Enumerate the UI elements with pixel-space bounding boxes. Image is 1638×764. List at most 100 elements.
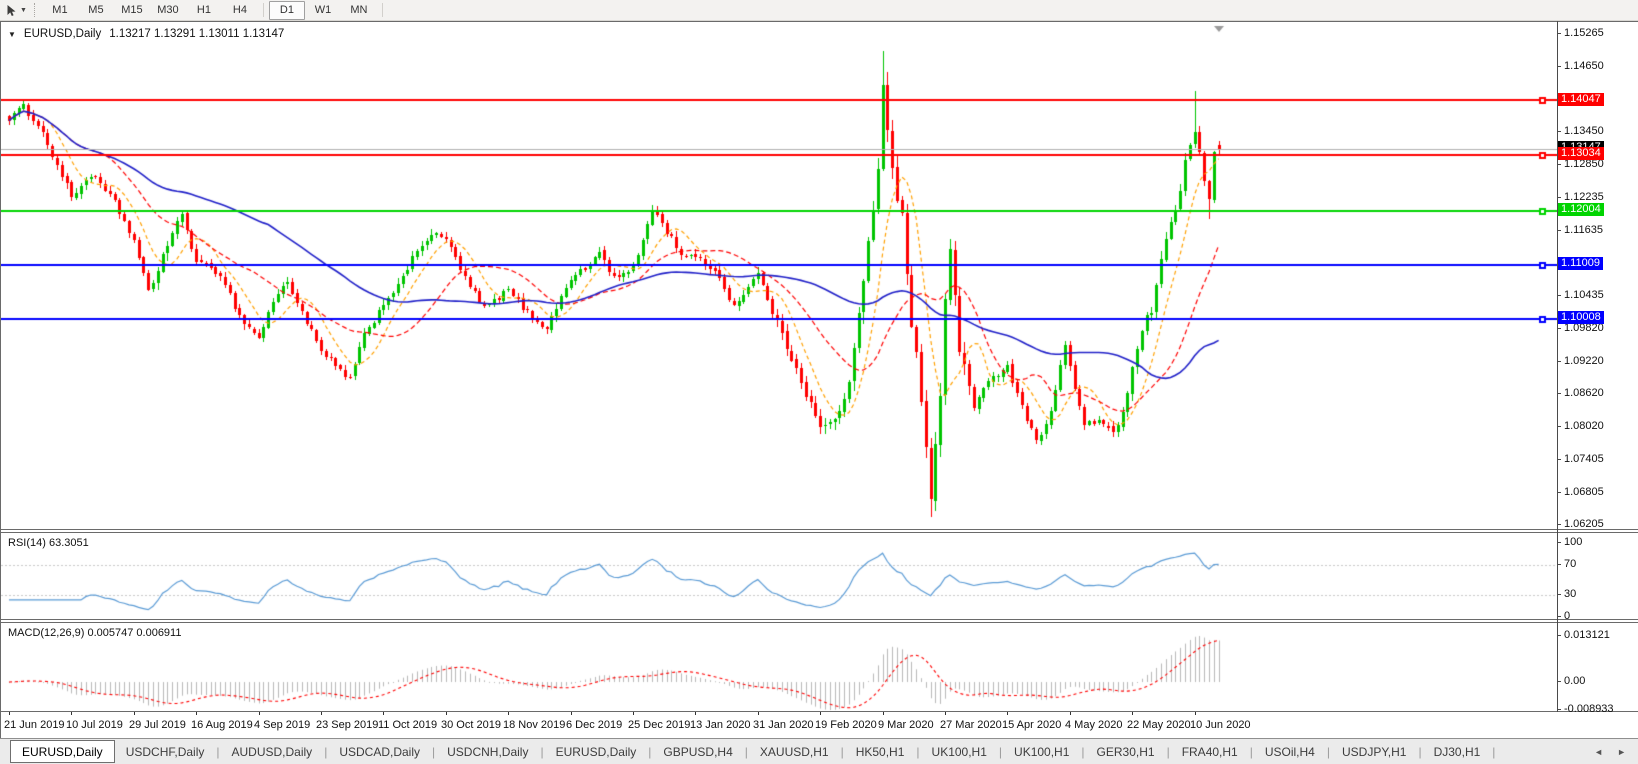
timeframe-button-m30[interactable]: M30 [157,4,179,16]
timeframe-button-m1[interactable]: M1 [52,4,68,16]
tab-separator: | [916,744,920,759]
date-axis-tick [508,712,509,715]
chart-tabs: EURUSD,Daily USDCHF,Daily | AUDUSD,Daily | US… [10,740,1496,763]
date-axis-tick [134,712,135,715]
macd-label: MACD(12,26,9) 0.005747 0.006911 [8,627,182,639]
date-axis-tick [695,712,696,715]
date-axis-tick [321,712,322,715]
rsi-label: RSI(14) 63.3051 [8,537,89,549]
date-axis-tick [196,712,197,715]
timeframe-button-d1[interactable]: D1 [268,0,305,20]
toolbar-separator [262,3,264,17]
date-axis-tick [446,712,447,715]
chart-tab[interactable]: USDCHF,Daily [125,744,205,759]
chart-tab[interactable]: XAUUSD,H1 [759,744,829,759]
chart-tab[interactable]: USOil,H4 [1264,744,1315,759]
timeframe-button-h1[interactable]: H1 [196,4,211,16]
price-chart-canvas[interactable] [1,23,1557,529]
chart-tab[interactable]: USDJPY,H1 [1341,744,1407,759]
tab-separator: | [1166,744,1170,759]
chart-tab[interactable]: UK100,H1 [931,744,987,759]
tab-separator: | [1326,744,1330,759]
date-axis-tick [1195,712,1196,715]
tab-separator: | [998,744,1003,759]
tab-separator: | [216,744,220,759]
chart-tab[interactable]: GBPUSD,H4 [663,744,733,759]
date-axis-tick [571,712,572,715]
date-axis-label: 21 Jun 2019 [4,719,65,731]
chart-tab[interactable]: EURUSD,Daily [10,740,115,763]
timeframe-buttons: M1 M5 M15 M30 H1 H4 D1 W1 MN [42,0,388,20]
toolbar-separator [381,3,383,17]
tab-separator: | [648,744,652,759]
tab-separator: | [840,744,844,759]
date-axis-label: 10 Jul 2019 [66,719,123,731]
tab-scroll-controls: ◄ ► [1594,747,1638,757]
timeframe-button-m15[interactable]: M15 [121,4,143,16]
chart-tab[interactable]: GER30,H1 [1096,744,1155,759]
timeframe-button-m5[interactable]: M5 [88,4,104,16]
date-axis-label: 29 Jul 2019 [129,719,186,731]
date-axis-tick [820,712,821,715]
date-axis-tick [9,712,10,715]
date-axis: 21 Jun 2019 10 Jul 2019 29 Jul 2019 16 Aug … [1,712,1638,738]
tab-separator: | [744,744,748,759]
chart-ohlc-values: 1.13217 1.13291 1.13011 1.13147 [109,28,285,40]
date-axis-label: 9 Mar 2020 [878,719,934,731]
tab-separator: | [1081,744,1085,759]
scroll-right-icon[interactable]: ► [1617,746,1626,757]
collapse-arrow-icon[interactable]: ▼ [8,29,16,39]
date-axis-label: 4 May 2020 [1065,719,1123,731]
chart-window: ▼ EURUSD,Daily 1.13217 1.13291 1.13011 1… [0,21,1638,738]
timeframe-button-mn[interactable]: MN [350,4,368,16]
date-axis-tick [383,712,384,715]
date-axis-tick [71,712,72,715]
chart-tab[interactable]: EURUSD,Daily [555,744,637,759]
rsi-canvas[interactable] [1,534,1557,619]
date-axis-label: 25 Dec 2019 [628,719,691,731]
date-axis-tick [883,712,884,715]
timeframe-button-h4[interactable]: H4 [232,4,247,16]
chart-tab[interactable]: UK100,H1 [1014,744,1070,759]
chart-title: ▼ EURUSD,Daily 1.13217 1.13291 1.13011 1… [8,28,284,40]
date-axis-label: 27 Mar 2020 [940,719,1002,731]
date-axis-tick [259,712,260,715]
price-axis-line [1557,21,1558,712]
date-axis-tick [1132,712,1133,715]
tab-separator: | [324,744,328,759]
date-axis-tick [633,712,634,715]
date-axis-label: 31 Jan 2020 [753,719,814,731]
date-axis-label: 11 Oct 2019 [378,719,438,731]
date-axis-label: 6 Dec 2019 [566,719,623,731]
date-axis-label: 30 Oct 2019 [441,719,501,731]
date-axis-label: 16 Aug 2019 [191,719,253,731]
chart-tab[interactable]: DJ30,H1 [1433,744,1481,759]
date-axis-tick [758,712,759,715]
date-axis-label: 18 Nov 2019 [503,719,566,731]
rsi-panel: RSI(14) 63.3051 [1,532,1638,620]
chart-tab[interactable]: USDCNH,Daily [447,744,529,759]
date-axis-label: 22 May 2020 [1127,719,1191,731]
date-axis-tick [1007,712,1008,715]
chart-tab[interactable]: AUDUSD,Daily [231,744,313,759]
tab-separator: | [1492,744,1496,759]
dropdown-caret-icon: ▼ [20,6,27,14]
timeframe-button-w1[interactable]: W1 [314,4,332,16]
scroll-left-icon[interactable]: ◄ [1594,746,1604,757]
chart-tab[interactable]: HK50,H1 [855,744,905,759]
chart-tab[interactable]: USDCAD,Daily [339,744,420,759]
price-panel: ▼ EURUSD,Daily 1.13217 1.13291 1.13011 1… [1,21,1638,530]
timeframe-toolbar: ▼ M1 M5 M15 M30 H1 H4 D1 W1 MN [0,0,1638,21]
date-axis-tick [1070,712,1071,715]
cursor-tool-button[interactable]: ▼ [3,2,29,19]
tab-separator: | [1418,744,1422,759]
macd-canvas[interactable] [1,624,1557,711]
date-axis-label: 4 Sep 2019 [254,719,311,731]
date-axis-tick [945,712,946,715]
chart-tab-bar: EURUSD,Daily USDCHF,Daily | AUDUSD,Daily | US… [0,738,1638,764]
tab-separator: | [540,744,544,759]
chart-tab[interactable]: FRA40,H1 [1181,744,1238,759]
date-axis-label: 15 Apr 2020 [1002,719,1062,731]
date-axis-label: 23 Sep 2019 [316,719,379,731]
toolbar-grip [33,3,35,17]
